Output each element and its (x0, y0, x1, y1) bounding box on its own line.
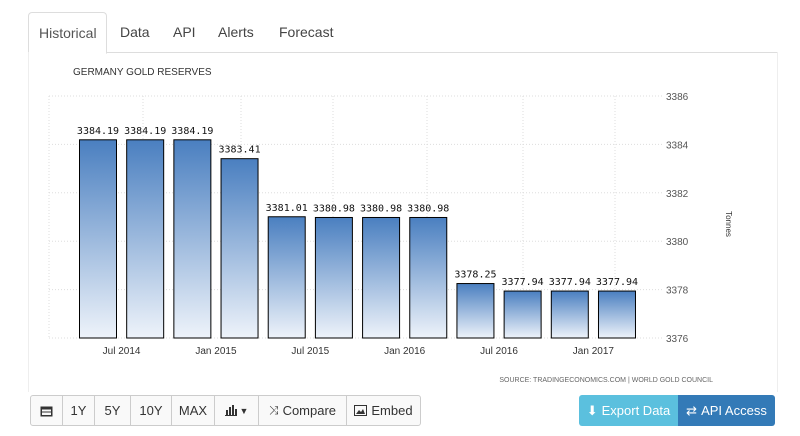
tab-data[interactable]: Data (120, 24, 150, 40)
tab-bar: Historical Data API Alerts Forecast (28, 12, 778, 54)
bar-value-label: 3377.94 (502, 277, 544, 288)
tab-alerts[interactable]: Alerts (218, 24, 254, 40)
bar-value-label: 3384.19 (171, 126, 213, 137)
download-icon: ⬇ (586, 402, 598, 418)
range-max-button[interactable]: MAX (171, 395, 215, 426)
compare-button[interactable]: ⤨ Compare (258, 395, 347, 426)
bar (173, 139, 212, 339)
x-tick-label: Jul 2014 (103, 346, 141, 357)
bar-value-label: 3380.98 (360, 203, 402, 214)
bar-value-label: 3384.19 (124, 126, 166, 137)
bar (220, 158, 259, 339)
chart-title: GERMANY GOLD RESERVES (73, 67, 212, 78)
y-tick-label: 3384 (666, 140, 689, 151)
tab-api[interactable]: API (173, 24, 196, 40)
bar (79, 139, 117, 339)
bar-value-label: 3378.25 (454, 270, 496, 281)
y-axis-label: Tonnes (724, 211, 733, 237)
export-group: ⬇ Export Data ⇄ API Access (579, 395, 775, 426)
embed-label: Embed (371, 403, 413, 418)
bar-value-label: 3383.41 (218, 145, 260, 156)
bar-value-label: 3377.94 (596, 277, 638, 288)
bar (314, 216, 353, 339)
x-tick-label: Jan 2015 (195, 346, 237, 357)
shuffle-icon: ⤨ (268, 403, 279, 417)
range-5y-button[interactable]: 5Y (94, 395, 131, 426)
bar (267, 216, 306, 339)
x-tick-label: Jan 2016 (384, 346, 426, 357)
x-tick-label: Jul 2015 (291, 346, 329, 357)
bar-value-label: 3377.94 (549, 277, 591, 288)
y-tick-label: 3386 (666, 92, 689, 103)
api-access-label: API Access (701, 403, 767, 418)
bar (362, 216, 401, 339)
bar (597, 290, 636, 339)
bar-value-label: 3381.01 (266, 203, 308, 214)
range-10y-button[interactable]: 10Y (130, 395, 172, 426)
embed-button[interactable]: Embed (346, 395, 421, 426)
bar-value-label: 3380.98 (313, 203, 355, 214)
chart-toolbar: 1Y 5Y 10Y MAX ▼ ⤨ Compare Embed (30, 395, 421, 426)
x-tick-label: Jan 2017 (573, 346, 615, 357)
y-tick-label: 3376 (666, 334, 689, 345)
chart-type-button[interactable]: ▼ (214, 395, 259, 426)
bar-chart: GERMANY GOLD RESERVES 3376 3378 3380 3382 338… (48, 67, 733, 384)
y-tick-label: 3378 (666, 286, 689, 297)
bar-value-label: 3384.19 (77, 126, 119, 137)
y-tick-label: 3380 (666, 237, 689, 248)
x-tick-label: Jul 2016 (480, 346, 518, 357)
image-icon (354, 405, 368, 416)
calendar-button[interactable] (30, 395, 63, 426)
bar-chart-icon (224, 405, 237, 416)
compare-label: Compare (282, 403, 337, 418)
caret-down-icon: ▼ (239, 405, 249, 416)
api-access-button[interactable]: ⇄ API Access (678, 395, 775, 426)
chart-source: SOURCE: TRADINGECONOMICS.COM | WORLD GOL… (499, 377, 713, 384)
bar-value-label: 3380.98 (407, 203, 449, 214)
bar (126, 139, 165, 339)
exchange-icon: ⇄ (686, 402, 698, 418)
tab-forecast[interactable]: Forecast (279, 24, 334, 40)
y-tick-label: 3382 (666, 189, 689, 200)
export-data-label: Export Data (601, 403, 671, 418)
range-1y-button[interactable]: 1Y (62, 395, 95, 426)
bar (503, 290, 542, 339)
bar (550, 290, 589, 339)
bar (409, 216, 448, 339)
tab-historical[interactable]: Historical (28, 12, 107, 54)
calendar-icon (40, 406, 53, 416)
bar (456, 283, 495, 339)
export-data-button[interactable]: ⬇ Export Data (579, 395, 678, 426)
chart-panel: GERMANY GOLD RESERVES 3376 3378 3380 3382 338… (28, 52, 778, 392)
